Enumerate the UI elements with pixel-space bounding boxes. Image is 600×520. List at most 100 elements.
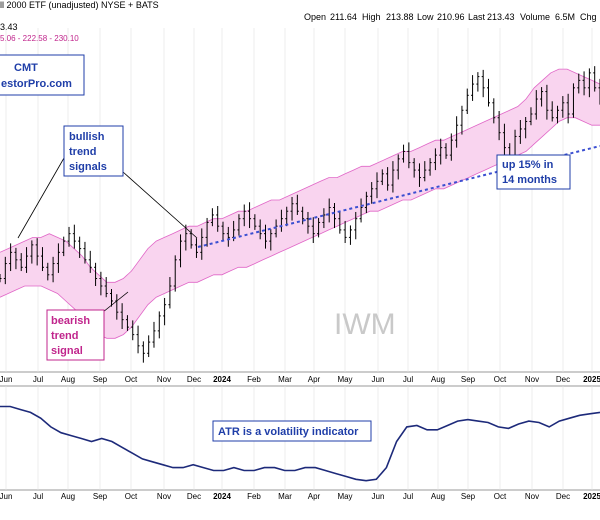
- price-bar: [9, 243, 13, 272]
- price-bar: [221, 221, 225, 242]
- price-bar: [147, 335, 151, 358]
- price-x-tick-label: 2025: [583, 375, 600, 384]
- price-bar: [269, 229, 273, 251]
- price-bar: [285, 206, 289, 227]
- price-bar: [306, 211, 310, 234]
- price-bar: [582, 71, 586, 96]
- price-bar: [333, 202, 337, 229]
- price-bar: [152, 321, 156, 348]
- price-bar: [465, 88, 469, 114]
- price-bar: [412, 158, 416, 178]
- price-bar: [364, 191, 368, 214]
- price-bar: [104, 277, 108, 298]
- price-x-tick-label: Sep: [461, 375, 476, 384]
- price-bar: [492, 98, 496, 124]
- ohlc-low-label: Low: [417, 12, 434, 22]
- price-bar: [295, 194, 299, 215]
- price-bar: [455, 116, 459, 148]
- chart-title: ll 2000 ETF (unadjusted) NYSE + BATS: [0, 0, 159, 10]
- keltner-channel-fill: [0, 69, 600, 339]
- bullish-text-3: signals: [69, 161, 107, 173]
- price-bar: [163, 297, 167, 326]
- price-bar: [40, 247, 44, 272]
- price-x-tick-label: Nov: [525, 375, 539, 384]
- atr-x-tick-label: Jul: [33, 492, 43, 501]
- atr-x-tick-label: Aug: [61, 492, 75, 501]
- price-bar: [125, 315, 129, 331]
- price-bar: [433, 148, 437, 171]
- price-bar: [263, 224, 267, 249]
- price-x-tick-label: Dec: [187, 375, 201, 384]
- atr-x-tick-label: Apr: [308, 492, 321, 501]
- price-bar: [200, 228, 204, 260]
- price-bar: [317, 217, 321, 238]
- price-bar: [338, 211, 342, 234]
- price-bar: [587, 68, 591, 98]
- atr-x-tick-label: May: [337, 492, 352, 501]
- price-bar: [141, 341, 145, 363]
- price-bar: [428, 158, 432, 176]
- price-bar: [136, 325, 140, 354]
- bearish-text-3: signal: [51, 345, 83, 357]
- price-bar: [497, 111, 501, 141]
- atr-x-tick-label: Oct: [494, 492, 507, 501]
- price-bar: [561, 96, 565, 118]
- price-x-tick-label: Jul: [33, 375, 43, 384]
- price-bar: [481, 69, 485, 98]
- legend-last: 3.43: [0, 22, 18, 32]
- price-bar: [131, 320, 135, 341]
- atr-x-tick-label: Jun: [372, 492, 385, 501]
- price-bar: [396, 154, 400, 180]
- price-bar: [51, 256, 55, 283]
- atr-x-tick-label: Mar: [278, 492, 292, 501]
- branding-line1: CMT: [14, 62, 38, 74]
- ohlc-high-label: High: [362, 12, 381, 22]
- bearish-annotation: bearish trend signal: [46, 291, 129, 361]
- price-bar: [391, 161, 395, 193]
- price-bar: [205, 217, 209, 247]
- header-bar: [0, 0, 600, 10]
- price-bar: [237, 214, 241, 236]
- bullish-annotation: bullish trend signals: [17, 125, 198, 239]
- gain-box: [496, 154, 571, 190]
- price-bar: [534, 90, 538, 120]
- price-bar: [343, 220, 347, 243]
- ohlc-volume-label: Volume: [520, 12, 550, 22]
- price-x-axis: Jun Jul Aug Sep Oct Nov Dec 2024 Feb Mar Apr May Jun…: [0, 375, 600, 384]
- price-x-tick-label: Jun: [0, 375, 12, 384]
- price-bar: [179, 234, 183, 268]
- atr-x-tick-label: Dec: [187, 492, 201, 501]
- price-bar: [571, 83, 575, 118]
- keltner-upper-line: [0, 68, 600, 283]
- price-bar: [444, 143, 448, 159]
- price-bar: [460, 105, 464, 135]
- price-x-tick-label: Apr: [308, 375, 321, 384]
- atr-label-box: [212, 420, 372, 442]
- ohlc-high-value: 213.88: [386, 12, 414, 22]
- ohlc-volume-value: 6.5M: [555, 12, 575, 22]
- price-x-tick-label: Mar: [278, 375, 292, 384]
- price-bar: [99, 271, 103, 296]
- ohlc-last-value: 213.43: [487, 12, 515, 22]
- price-bar: [253, 214, 257, 230]
- price-bar: [370, 182, 374, 204]
- price-x-tick-label: Oct: [125, 375, 138, 384]
- price-bar: [173, 255, 177, 292]
- atr-x-tick-label: Feb: [247, 492, 261, 501]
- price-bar: [471, 75, 475, 101]
- price-bar: [417, 163, 421, 187]
- price-bar: [375, 172, 379, 199]
- price-x-tick-label: Aug: [61, 375, 75, 384]
- price-x-tick-label: Sep: [93, 375, 108, 384]
- atr-x-tick-label: Jul: [403, 492, 413, 501]
- atr-label-text: ATR is a volatility indicator: [218, 426, 359, 438]
- branding-line2: estorPro.com: [1, 78, 72, 90]
- ohlc-open-label: Open: [304, 12, 326, 22]
- atr-x-tick-label: Dec: [556, 492, 570, 501]
- price-bar: [30, 240, 34, 264]
- bullish-box: [63, 125, 124, 177]
- price-bar: [248, 202, 252, 229]
- price-bars: [0, 66, 600, 363]
- price-bar: [550, 101, 554, 122]
